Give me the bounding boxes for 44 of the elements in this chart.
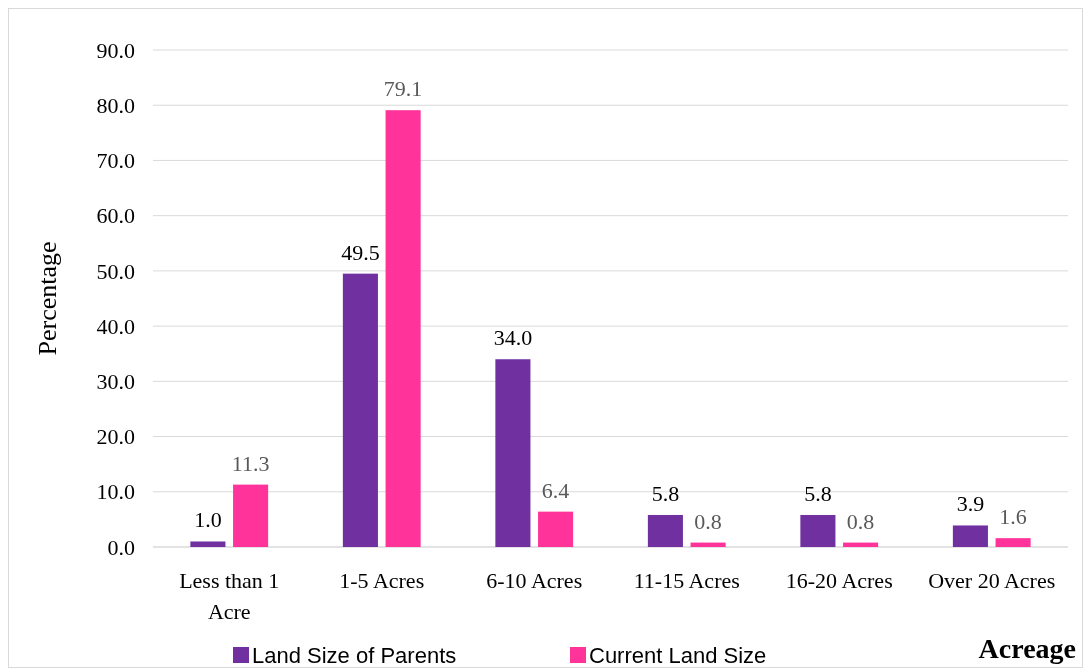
data-label: 5.8 [651, 480, 680, 506]
x-tick-label: 1-5 Acres [339, 568, 425, 593]
bar [385, 110, 421, 547]
x-tick-label: Over 20 Acres [928, 568, 1056, 593]
legend-label: Land Size of Parents [252, 643, 457, 668]
data-label: 0.8 [846, 508, 875, 534]
bar [843, 542, 879, 547]
data-label: 1.0 [194, 507, 222, 533]
x-axis-title: Acreage [978, 633, 1076, 664]
bar [647, 514, 683, 547]
y-tick-label: 60.0 [96, 203, 135, 229]
bar [190, 541, 226, 547]
y-tick-label: 20.0 [96, 424, 135, 450]
bar [690, 542, 726, 547]
data-label: 5.8 [804, 480, 832, 506]
legend-label: Current Land Size [589, 643, 767, 668]
bar [233, 484, 269, 547]
bar [995, 538, 1031, 547]
y-tick-label: 70.0 [96, 148, 135, 174]
data-label: 34.0 [493, 325, 533, 351]
x-tick-label: 11-15 Acres [633, 568, 740, 593]
bar [538, 511, 574, 547]
bar [800, 514, 836, 547]
y-tick-label: 10.0 [96, 479, 135, 505]
y-tick-label: 30.0 [96, 369, 135, 395]
y-tick-label: 90.0 [96, 37, 135, 63]
data-label: 49.5 [341, 239, 380, 265]
y-tick-label: 80.0 [96, 92, 135, 118]
x-tick-label: 16-20 Acres [785, 568, 893, 593]
bar [342, 273, 378, 547]
data-label: 79.1 [383, 76, 423, 102]
y-tick-label: 40.0 [96, 313, 135, 339]
data-label: 11.3 [231, 450, 270, 476]
y-axis-title: Percentage [33, 241, 62, 356]
data-label: 3.9 [956, 491, 985, 517]
bar [495, 359, 531, 547]
data-label: 6.4 [541, 477, 570, 503]
y-tick-label: 50.0 [96, 258, 135, 284]
x-tick-label: 6-10 Acres [486, 568, 583, 593]
y-tick-label: 0.0 [107, 534, 135, 560]
bar [952, 525, 988, 547]
x-tick-label: Less than 1 Acre [179, 568, 280, 624]
data-label: 0.8 [694, 508, 722, 534]
data-label: 1.6 [999, 504, 1027, 530]
